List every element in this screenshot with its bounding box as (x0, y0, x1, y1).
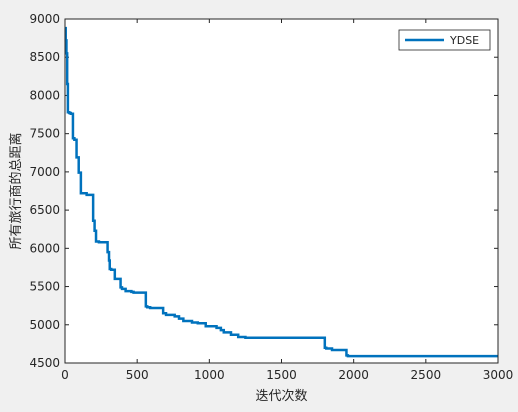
legend-box (398, 29, 491, 51)
x-tick-label: 3000 (483, 368, 514, 382)
legend-label: YDSE (449, 34, 479, 47)
x-tick-label: 1000 (194, 368, 225, 382)
x-tick-label: 2500 (411, 368, 442, 382)
x-axis-label: 迭代次数 (255, 388, 307, 404)
legend: YDSE (398, 29, 491, 51)
y-tick-label: 4500 (29, 356, 60, 370)
y-tick-label: 6000 (29, 241, 60, 255)
series-line-ydse (64, 26, 498, 358)
plot-frame (64, 18, 499, 364)
tick-labels: 0 500 1000 1500 2000 2500 3000 4500 5000 5500 6000… (29, 12, 513, 382)
x-tick-label: 500 (126, 368, 149, 382)
x-tick-label: 1500 (266, 368, 297, 382)
series-layer (64, 26, 498, 358)
y-tick-label: 9000 (29, 12, 60, 26)
plot-background (65, 19, 498, 363)
y-tick-label: 5000 (29, 318, 60, 332)
y-tick-label: 8500 (29, 50, 60, 64)
x-tick-label: 0 (61, 368, 69, 382)
y-tick-label: 6500 (29, 203, 60, 217)
y-tick-label: 5500 (29, 280, 60, 294)
y-tick-label: 7000 (29, 165, 60, 179)
y-axis-label: 所有旅行商的总距离 (8, 132, 24, 249)
y-tick-label: 7500 (29, 127, 60, 141)
x-tick-label: 2000 (338, 368, 369, 382)
y-tick-label: 8000 (29, 88, 60, 102)
